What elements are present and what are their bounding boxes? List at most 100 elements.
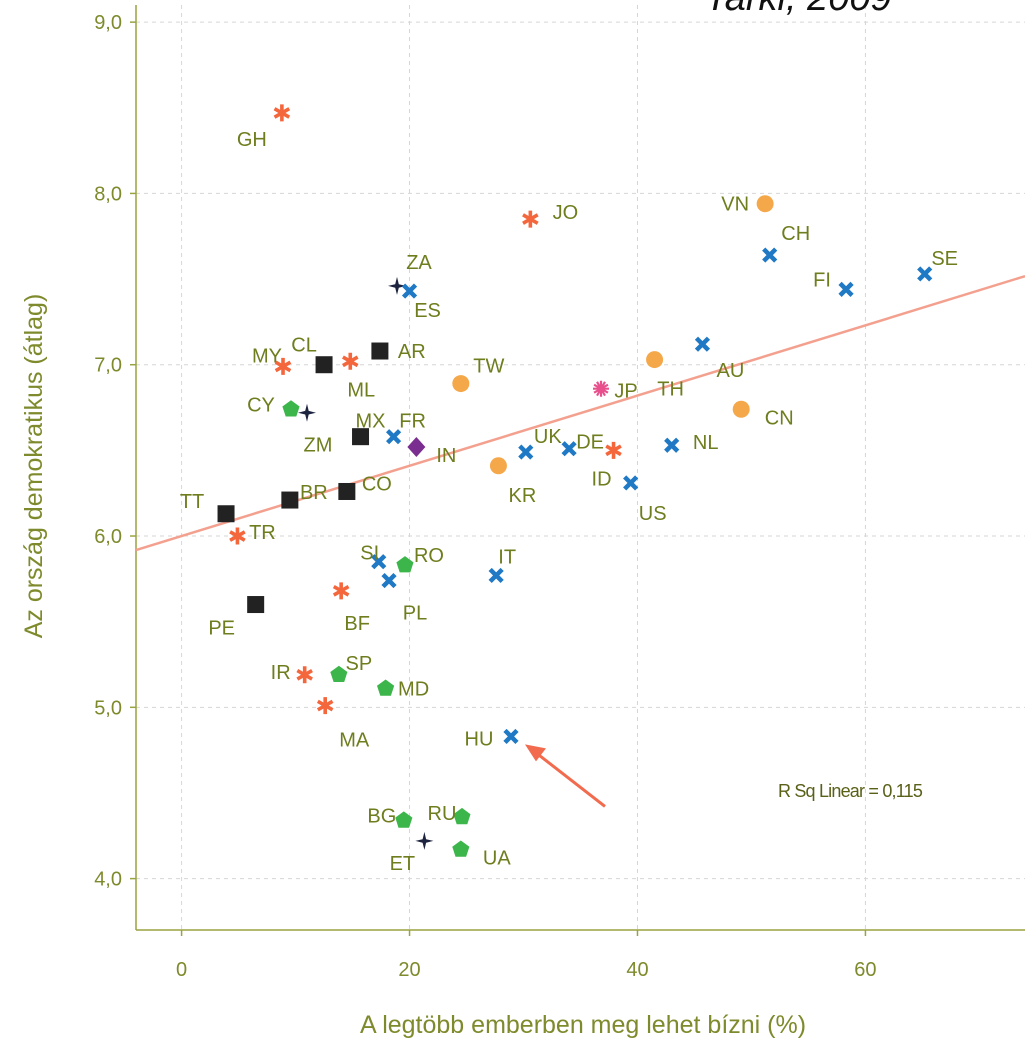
y-tick-label-1: 5,0 bbox=[94, 697, 122, 719]
point-label-ua: UA bbox=[483, 847, 511, 869]
point-label-si: SI bbox=[360, 543, 379, 565]
point-ru bbox=[453, 807, 471, 825]
point-label-de: DE bbox=[576, 432, 604, 454]
point-label-ru: RU bbox=[428, 803, 457, 825]
point-label-fi: FI bbox=[813, 269, 831, 291]
point-label-tr: TR bbox=[249, 522, 276, 544]
point-jo bbox=[522, 210, 539, 228]
point-label-zm: ZM bbox=[304, 435, 333, 457]
point-labels: GH JO VN CH SE FI ZA ES AR CL ML MY TW JP TH AU CY ZM CN MX… bbox=[180, 129, 958, 875]
point-label-hu: HU bbox=[465, 728, 494, 750]
point-au bbox=[694, 336, 711, 352]
y-tick-label-3: 7,0 bbox=[94, 355, 122, 377]
point-label-kr: KR bbox=[509, 485, 537, 507]
x-tick-label-3: 60 bbox=[854, 959, 876, 981]
x-tick-label-0: 0 bbox=[176, 959, 187, 981]
point-ua bbox=[452, 840, 470, 857]
point-de bbox=[561, 441, 577, 457]
point-gh bbox=[273, 104, 291, 122]
point-label-cl: CL bbox=[291, 335, 317, 357]
x-axis-title: A legtöbb emberben meg lehet bízni (%) bbox=[360, 1011, 806, 1038]
point-label-tt: TT bbox=[180, 491, 204, 513]
point-ma bbox=[316, 697, 334, 715]
highlight-arrow-head bbox=[524, 744, 546, 762]
point-cl bbox=[315, 356, 333, 374]
point-label-co: CO bbox=[362, 473, 392, 495]
point-label-fr: FR bbox=[399, 411, 426, 433]
point-cy bbox=[282, 400, 300, 417]
point-nl bbox=[664, 437, 680, 453]
point-label-it: IT bbox=[498, 546, 516, 568]
point-co bbox=[338, 482, 356, 500]
point-hu bbox=[503, 728, 519, 745]
point-label-bf: BF bbox=[344, 613, 370, 635]
point-fi bbox=[838, 281, 854, 297]
x-tick-label-1: 20 bbox=[398, 959, 420, 981]
point-ch bbox=[762, 247, 778, 263]
axes: 4,0 5,0 6,0 7,0 8,0 9,0 0 20 40 60 bbox=[94, 5, 1025, 981]
point-zm bbox=[298, 403, 316, 422]
y-tick-label-2: 6,0 bbox=[94, 526, 122, 548]
point-pe bbox=[247, 596, 265, 614]
point-label-sp: SP bbox=[346, 653, 373, 675]
point-it bbox=[488, 567, 504, 584]
point-label-au: AU bbox=[717, 360, 745, 382]
point-label-ch: CH bbox=[781, 223, 810, 245]
point-mx bbox=[352, 428, 370, 446]
point-si bbox=[371, 554, 387, 570]
point-ro bbox=[396, 556, 414, 573]
point-bg bbox=[395, 811, 413, 828]
point-es bbox=[401, 283, 418, 299]
point-sp bbox=[330, 665, 348, 682]
r-squared-annotation: R Sq Linear = 0,115 bbox=[778, 781, 923, 801]
point-label-ml: ML bbox=[347, 379, 375, 401]
point-my bbox=[274, 357, 292, 375]
point-label-in: IN bbox=[436, 445, 456, 467]
point-label-se: SE bbox=[931, 248, 958, 270]
point-label-vn: VN bbox=[721, 194, 749, 216]
point-us bbox=[623, 475, 639, 491]
point-label-cy: CY bbox=[247, 394, 275, 416]
point-kr bbox=[489, 457, 507, 475]
point-tw bbox=[452, 375, 470, 393]
y-tick-label-4: 8,0 bbox=[94, 183, 122, 205]
point-bf bbox=[332, 582, 350, 600]
point-tr bbox=[229, 527, 246, 545]
point-label-th: TH bbox=[657, 379, 684, 401]
point-ar bbox=[371, 342, 389, 360]
point-md bbox=[377, 679, 395, 696]
y-tick-label-0: 4,0 bbox=[94, 869, 122, 891]
point-label-id: ID bbox=[592, 468, 612, 490]
point-in bbox=[407, 436, 426, 457]
point-vn bbox=[756, 195, 774, 213]
point-label-pe: PE bbox=[208, 618, 235, 640]
point-label-ir: IR bbox=[271, 662, 291, 684]
grid-lines bbox=[136, 5, 1025, 930]
point-pl bbox=[381, 572, 397, 589]
x-tick-label-2: 40 bbox=[626, 959, 648, 981]
point-label-ar: AR bbox=[398, 341, 426, 363]
point-label-jp: JP bbox=[614, 381, 637, 403]
point-label-uk: UK bbox=[534, 426, 562, 448]
point-ml bbox=[342, 352, 359, 370]
point-et bbox=[415, 831, 434, 850]
point-label-my: MY bbox=[252, 345, 282, 367]
point-label-za: ZA bbox=[406, 252, 432, 274]
point-label-us: US bbox=[639, 503, 667, 525]
point-uk bbox=[518, 444, 534, 460]
point-id bbox=[605, 441, 622, 459]
point-label-md: MD bbox=[398, 678, 429, 700]
point-cn bbox=[732, 400, 750, 418]
point-label-cn: CN bbox=[765, 407, 794, 429]
source-citation: Tarki, 2009 bbox=[705, 0, 892, 19]
point-label-tw: TW bbox=[473, 356, 504, 378]
point-ir bbox=[296, 666, 313, 684]
point-label-br: BR bbox=[300, 482, 328, 504]
point-label-nl: NL bbox=[693, 432, 719, 454]
point-label-jo: JO bbox=[553, 202, 579, 224]
highlight-arrow-shaft bbox=[532, 749, 606, 808]
y-axis-title: Az ország demokratikus (átlag) bbox=[20, 294, 48, 639]
point-label-bg: BG bbox=[367, 805, 396, 827]
data-points bbox=[217, 104, 933, 857]
